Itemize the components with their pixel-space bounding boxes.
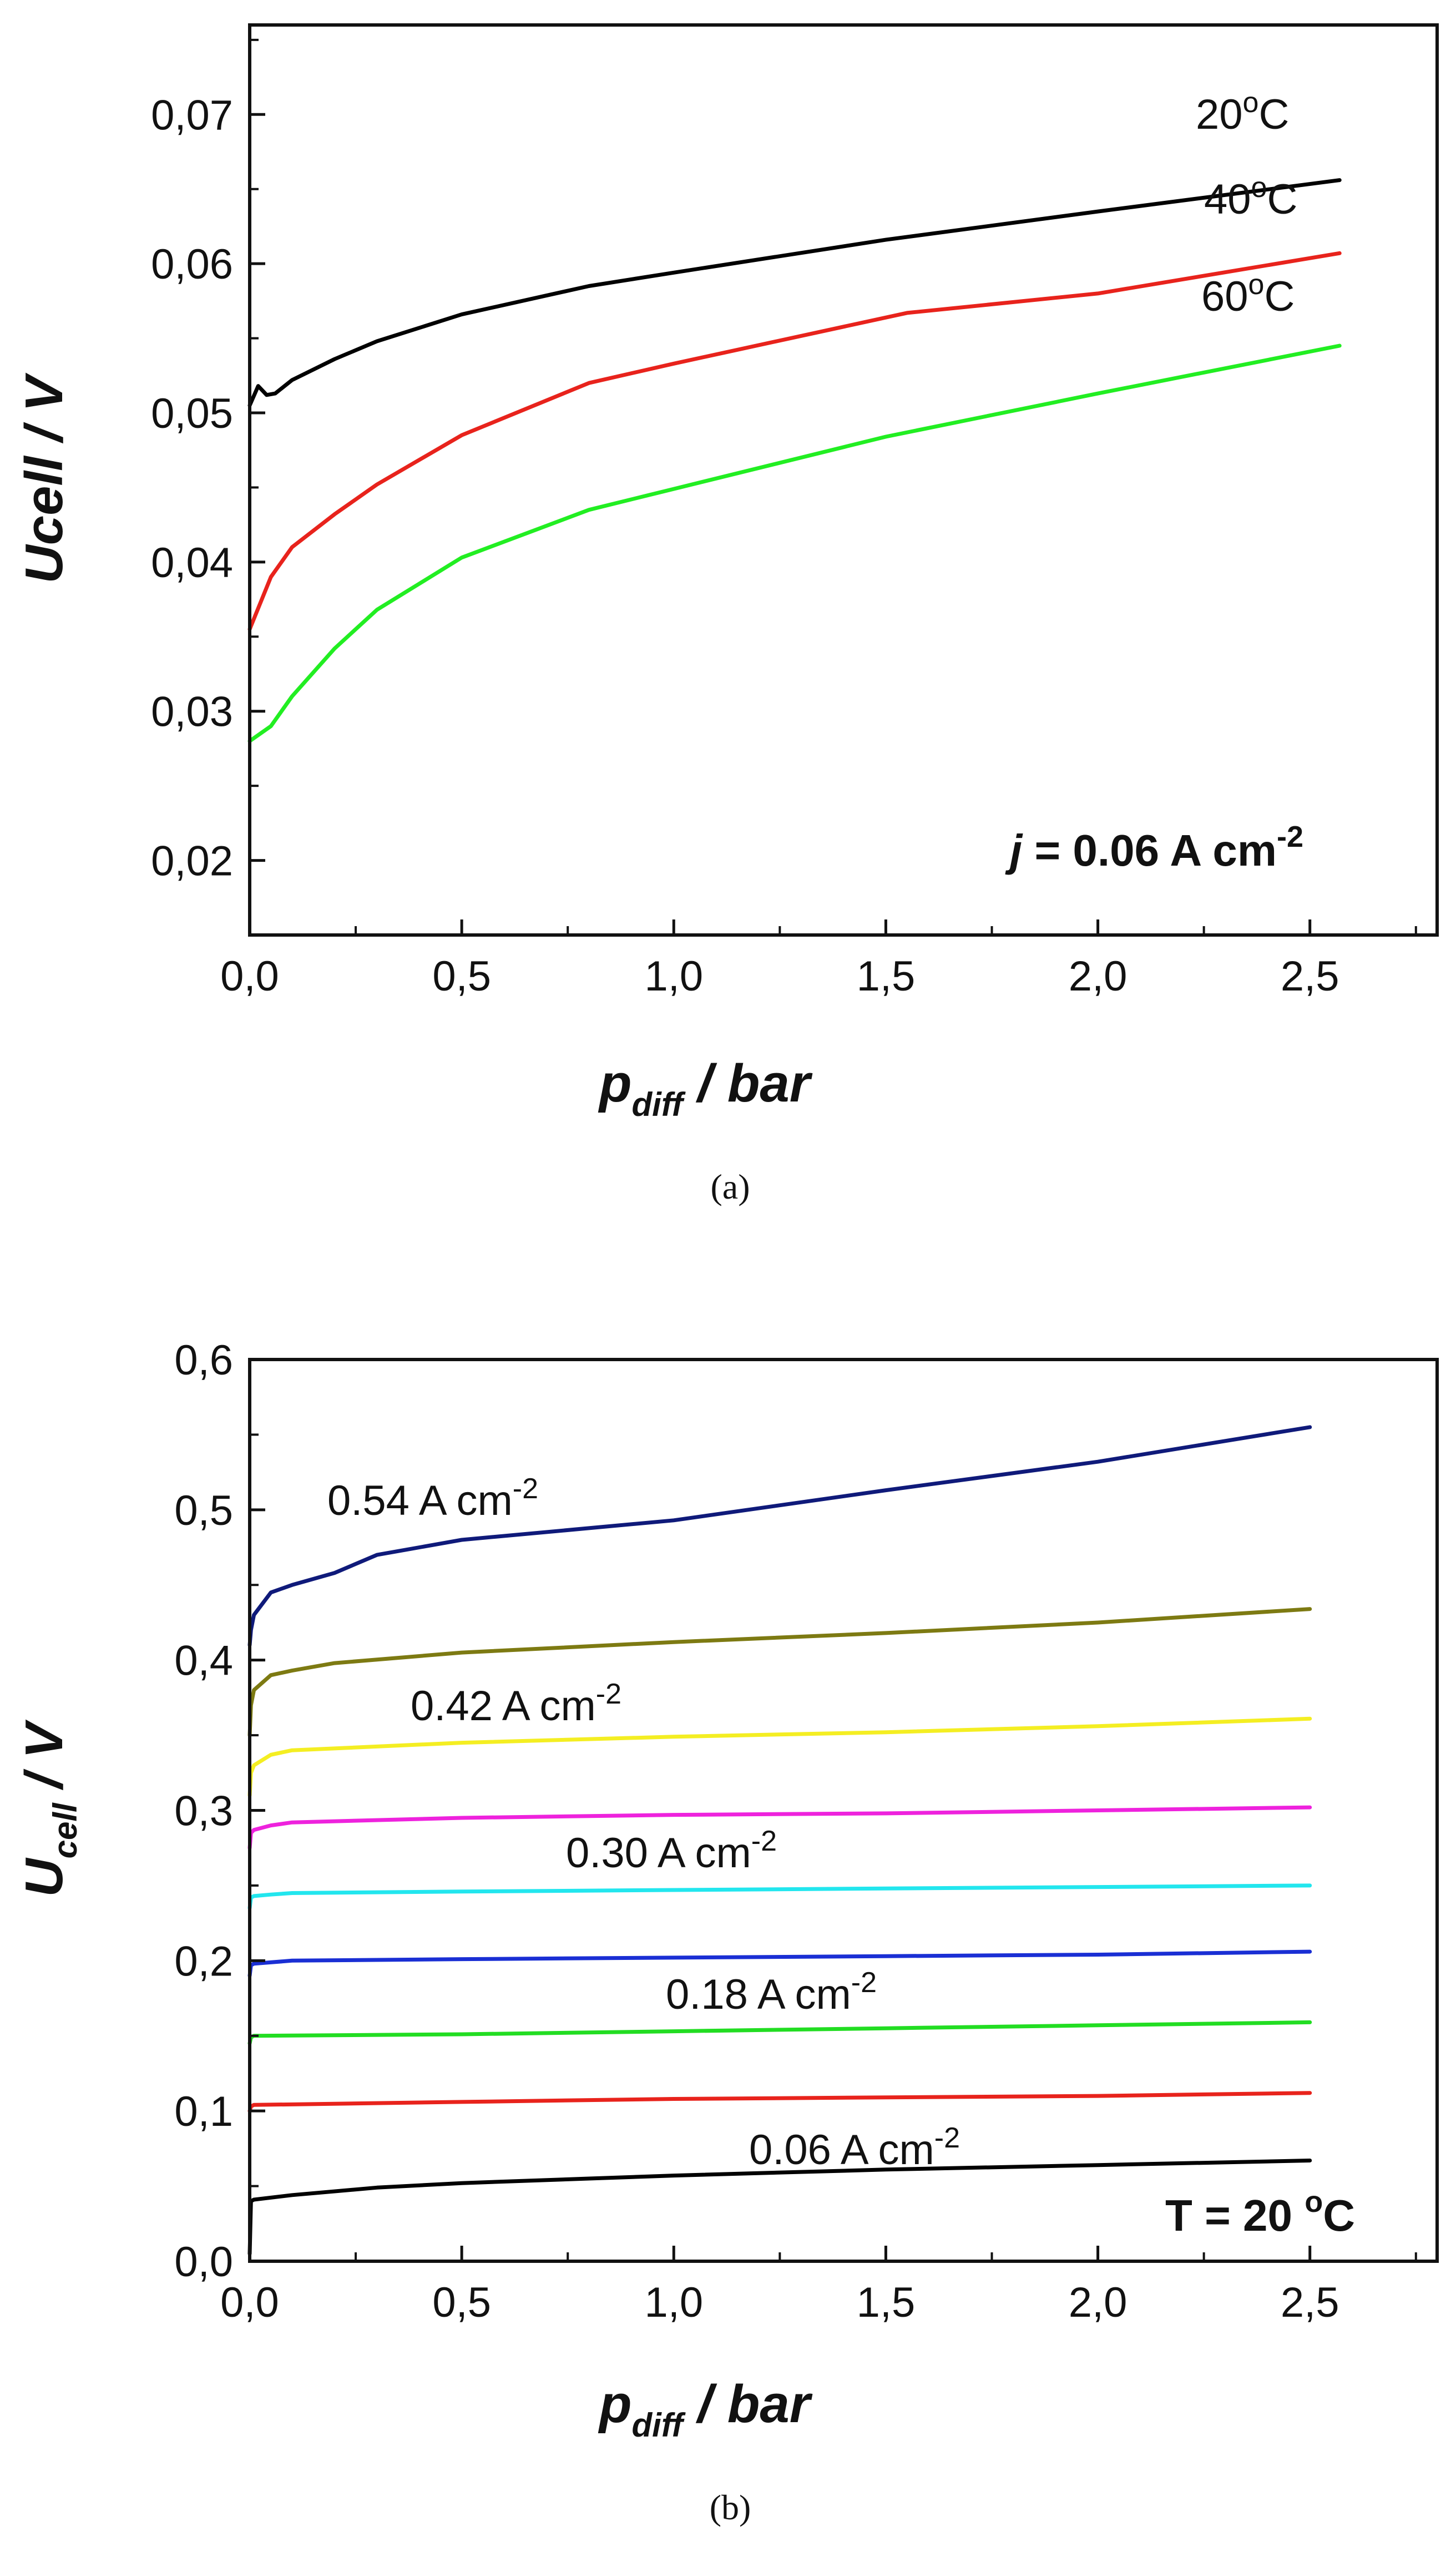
panel-label-a: (a) <box>710 1167 750 1206</box>
chart-a-x-tick-label-3: 1,5 <box>857 953 916 1000</box>
chart-a-series-line-0 <box>247 178 1342 408</box>
chart-b-y-tick-label-0: 0,0 <box>174 2238 233 2286</box>
chart-a-x-tick-label-5: 2,5 <box>1281 953 1339 1000</box>
chart-panel-b: 0,0 0,5 1,0 1,5 2,0 2,50,00,10,20,30,40,50,6 … <box>14 1337 1439 2527</box>
chart-a-x-tick-label-1: 0,5 <box>432 953 491 1000</box>
panel-label-b: (b) <box>710 2488 751 2527</box>
chart-b-series-line-2 <box>247 1716 1312 1797</box>
chart-a-annotation: j = 0.06 A cm-2 <box>1005 820 1303 875</box>
chart-b-x-tick-label-1: 0,5 <box>432 2279 491 2326</box>
chart-b-series-line-4 <box>247 1883 1312 1910</box>
curve-label-0-30: 0.30 A cm-2 <box>566 1825 777 1877</box>
chart-b-series-lines <box>247 1425 1312 2256</box>
chart-b-series-line-8 <box>247 2159 1312 2256</box>
chart-a-ticks: 0,0 0,5 1,0 1,5 2,0 2,5 0,02 0,03 0,04 0,05 0,06 0,… <box>151 38 1417 1000</box>
chart-b-x-axis-title: pdiff / bar <box>598 2374 813 2444</box>
chart-b-y-axis-title: Ucell / V <box>14 1719 84 1897</box>
chart-b-series-line-6 <box>247 2020 1312 2045</box>
chart-a-series-lines <box>247 178 1342 743</box>
series-label-40c: 40oC <box>1204 171 1297 223</box>
curve-label-0-42: 0.42 A cm-2 <box>411 1678 621 1730</box>
chart-a-y-tick-label-1: 0,03 <box>151 689 233 736</box>
chart-b-y-tick-label-5: 0,5 <box>174 1487 233 1534</box>
chart-b-x-tick-label-5: 2,5 <box>1281 2279 1339 2326</box>
chart-a-x-axis-title: pdiff / bar <box>598 1054 813 1123</box>
chart-b-annotation: T = 20 oC <box>1165 2185 1355 2240</box>
chart-a-series-line-2 <box>247 343 1342 743</box>
chart-a-plot-frame <box>248 23 1439 937</box>
chart-a-series-line-1 <box>247 251 1342 631</box>
chart-b-y-tick-label-1: 0,1 <box>174 2088 233 2135</box>
chart-b-series-line-0 <box>247 1425 1312 1648</box>
chart-b-ticks: 0,0 0,5 1,0 1,5 2,0 2,5 0,0 0,1 0,2 0,3 0,4 0,5 0,6 <box>174 1337 1417 2326</box>
chart-b-y-tick-label-3: 0,3 <box>174 1788 233 1835</box>
chart-b-x-tick-label-2: 1,0 <box>644 2279 703 2326</box>
chart-a-y-tick-label-2: 0,04 <box>151 539 233 587</box>
chart-b-x-tick-label-3: 1,5 <box>857 2279 916 2326</box>
chart-b-y-tick-label-4: 0,4 <box>174 1638 233 1685</box>
chart-a-x-tick-label-2: 1,0 <box>644 953 703 1000</box>
curve-label-0-18: 0.18 A cm-2 <box>666 1967 877 2018</box>
chart-b-y-tick-label-6: 0,6 <box>174 1337 233 1384</box>
chart-a-y-tick-label-0: 0,02 <box>151 838 233 885</box>
curve-label-0-54: 0.54 A cm-2 <box>327 1473 538 1524</box>
series-label-60c: 60oC <box>1201 269 1295 320</box>
chart-b-y-tick-label-2: 0,2 <box>174 1938 233 1985</box>
chart-a-y-axis-title: Ucell / V <box>14 372 74 583</box>
chart-b-x-tick-label-4: 2,0 <box>1069 2279 1128 2326</box>
series-label-20c: 20oC <box>1196 87 1289 138</box>
chart-b-series-line-7 <box>247 2091 1312 2113</box>
chart-b-series-line-3 <box>247 1805 1312 1850</box>
curve-label-0-06: 0.06 A cm-2 <box>749 2122 960 2174</box>
chart-panel-a: 0,0 0,5 1,0 1,5 2,0 2,5 0,02 0,03 0,04 0,05 0,06 0,… <box>14 23 1439 1206</box>
chart-a-x-tick-label-4: 2,0 <box>1069 953 1128 1000</box>
chart-b-series-line-1 <box>247 1607 1312 1737</box>
chart-b-series-line-5 <box>247 1949 1312 1978</box>
chart-a-y-tick-label-4: 0,06 <box>151 241 233 288</box>
chart-a-y-tick-label-5: 0,07 <box>151 92 233 139</box>
chart-a-x-tick-label-0: 0,0 <box>220 953 279 1000</box>
chart-a-y-tick-label-3: 0,05 <box>151 390 233 437</box>
chart-b-x-tick-label-0: 0,0 <box>220 2279 279 2326</box>
